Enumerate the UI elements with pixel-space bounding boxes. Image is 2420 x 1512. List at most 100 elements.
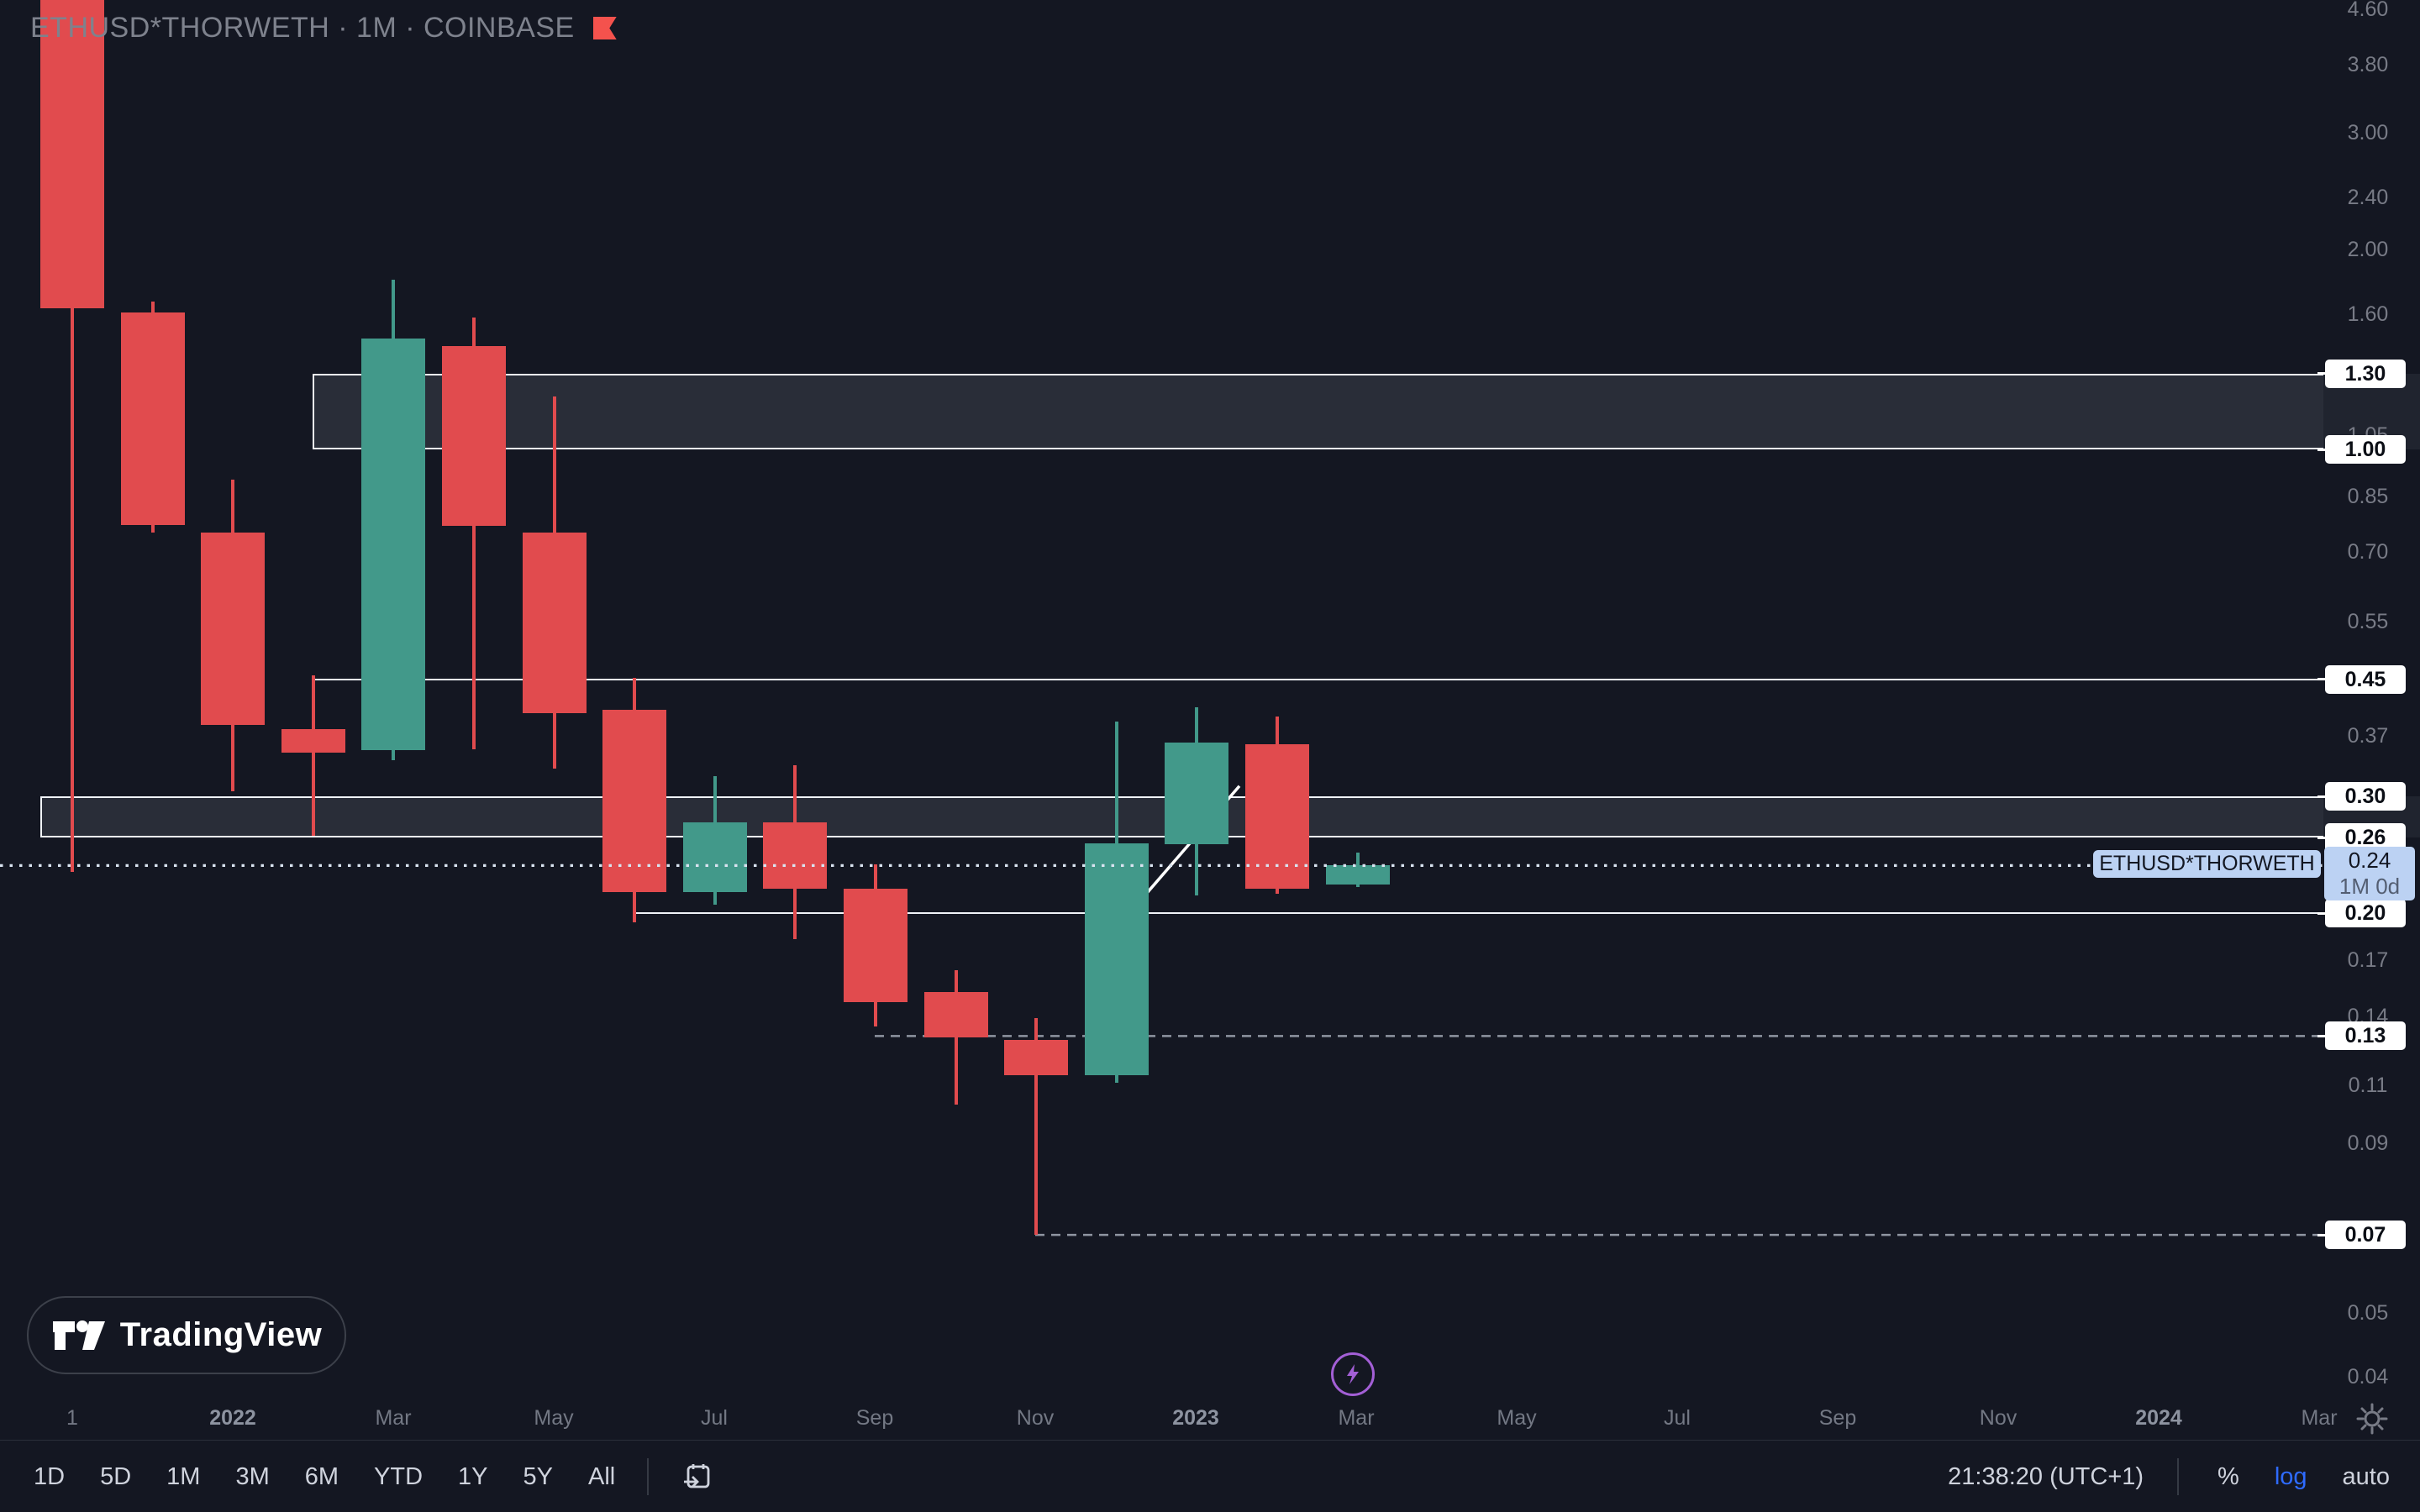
candle — [923, 992, 988, 1037]
time-axis-label: May — [534, 1406, 574, 1430]
range-button-1d[interactable]: 1D — [34, 1462, 66, 1490]
price-axis-label: 0.55 — [2347, 610, 2389, 634]
candle — [120, 312, 185, 525]
price-axis-label: 0.70 — [2347, 540, 2389, 564]
candle — [844, 888, 908, 1002]
symbol-title[interactable]: ETHUSD*THORWETH · 1M · COINBASE — [30, 12, 575, 44]
auto-scale-button[interactable]: auto — [2342, 1462, 2390, 1490]
time-axis-label: Nov — [1979, 1406, 2018, 1430]
axis-tick — [2317, 678, 2325, 681]
candle — [361, 338, 426, 751]
level-price-label: 1.30 — [2325, 359, 2406, 388]
time-axis-label: Mar — [1338, 1406, 1375, 1430]
candle — [281, 728, 345, 753]
log-scale-button[interactable]: log — [2274, 1462, 2307, 1490]
price-axis-label: 3.00 — [2347, 121, 2389, 145]
candle — [763, 822, 828, 889]
time-axis-label: Sep — [1818, 1406, 1857, 1430]
time-axis-label: Nov — [1016, 1406, 1055, 1430]
level-price-label: 0.07 — [2325, 1221, 2406, 1250]
range-button-3m[interactable]: 3M — [235, 1462, 270, 1490]
time-axis-label: Jul — [701, 1406, 728, 1430]
divider — [647, 1458, 650, 1495]
time-axis-label: 2022 — [209, 1406, 256, 1430]
chart-legend[interactable]: ETHUSD*THORWETH · 1M · COINBASE — [30, 12, 617, 45]
range-button-all[interactable]: All — [588, 1462, 616, 1490]
lightning-icon[interactable] — [1331, 1352, 1375, 1396]
level-price-label: 0.45 — [2325, 664, 2406, 694]
level-price-label: 1.00 — [2325, 435, 2406, 464]
candle — [1004, 1039, 1069, 1076]
go-to-date-icon[interactable] — [681, 1460, 714, 1494]
price-axis-label: 0.05 — [2347, 1300, 2389, 1325]
candle — [201, 532, 266, 726]
price-axis-label: 0.85 — [2347, 484, 2389, 508]
price-line-symbol-label: ETHUSD*THORWETH — [2093, 850, 2321, 879]
time-axis-label: 1 — [66, 1406, 78, 1430]
price-axis-label: 0.09 — [2347, 1131, 2389, 1156]
level-price-label: 0.13 — [2325, 1021, 2406, 1051]
tradingview-logo-text: TradingView — [119, 1316, 323, 1353]
time-axis-label: Sep — [855, 1406, 894, 1430]
price-axis-label: 2.00 — [2347, 238, 2389, 262]
divider — [2177, 1458, 2180, 1495]
candle — [682, 822, 747, 893]
candle — [602, 710, 667, 893]
candle — [1325, 865, 1390, 885]
range-button-6m[interactable]: 6M — [304, 1462, 339, 1490]
horizontal-line[interactable] — [634, 911, 2323, 915]
current-price-value: 0.24 — [2348, 848, 2391, 874]
candle-wick — [71, 0, 74, 872]
range-button-1m[interactable]: 1M — [166, 1462, 201, 1490]
candle-wick — [954, 970, 958, 1105]
range-button-5y[interactable]: 5Y — [523, 1462, 554, 1490]
time-axis[interactable]: 1 2022 Mar May Jul Sep Nov 2023 Mar May Jul Sep Nov 2… — [0, 1394, 2420, 1440]
current-price-tag: 0.24 1M 0d — [2324, 847, 2415, 901]
price-axis-label: 0.17 — [2347, 948, 2389, 972]
supply-demand-zone[interactable] — [313, 373, 2323, 449]
axis-tick — [2317, 911, 2325, 915]
range-button-ytd[interactable]: YTD — [374, 1462, 424, 1490]
candle — [1084, 843, 1149, 1076]
clock[interactable]: 21:38:20 (UTC+1) — [1948, 1462, 2144, 1490]
price-axis-label: 0.37 — [2347, 724, 2389, 748]
candle — [522, 532, 587, 714]
price-axis-label: 2.40 — [2347, 185, 2389, 209]
horizontal-line[interactable] — [313, 678, 2323, 681]
percent-scale-button[interactable]: % — [2217, 1462, 2239, 1490]
level-price-label: 0.30 — [2325, 782, 2406, 811]
time-axis-label: Jul — [1664, 1406, 1691, 1430]
time-axis-label: 2024 — [2135, 1406, 2182, 1430]
candle — [1165, 742, 1229, 845]
range-buttons: 1D 5D 1M 3M 6M YTD 1Y 5Y All — [22, 1457, 714, 1498]
tradingview-logo[interactable]: TradingView — [27, 1296, 346, 1374]
level-price-label: 0.20 — [2325, 899, 2406, 928]
chart-plot-area[interactable] — [0, 0, 2323, 1440]
candle-wick — [472, 318, 476, 750]
time-axis-label: Mar — [2301, 1406, 2338, 1430]
candle-wick — [1034, 1018, 1039, 1236]
price-axis-label: 0.04 — [2347, 1365, 2389, 1389]
tradingview-logo-glyph — [52, 1320, 105, 1350]
axis-tick — [2317, 1233, 2325, 1236]
range-button-1y[interactable]: 1Y — [458, 1462, 488, 1490]
axis-tick — [2317, 1034, 2325, 1037]
price-axis[interactable]: 0.24 1M 0d 4.603.803.002.402.001.601.050… — [2317, 0, 2420, 1440]
time-axis-label: May — [1497, 1406, 1537, 1430]
candle-wick — [311, 675, 315, 836]
axis-tick — [2317, 448, 2325, 451]
axis-tick — [2317, 795, 2325, 798]
price-axis-label: 1.60 — [2347, 302, 2389, 326]
price-axis-label: 3.80 — [2347, 52, 2389, 76]
axis-tick — [2317, 372, 2325, 375]
flag-icon[interactable] — [592, 17, 617, 39]
range-button-5d[interactable]: 5D — [100, 1462, 132, 1490]
sun-icon[interactable] — [2353, 1399, 2391, 1438]
toolbar-right: 21:38:20 (UTC+1) % log auto — [1948, 1457, 2395, 1498]
price-axis-label: 4.60 — [2347, 0, 2389, 22]
candle — [442, 346, 506, 526]
price-axis-label: 0.11 — [2348, 1074, 2388, 1098]
bottom-toolbar: 1D 5D 1M 3M 6M YTD 1Y 5Y All 21:38:20 (UTC+1) % … — [0, 1440, 2420, 1512]
candle — [40, 0, 104, 309]
